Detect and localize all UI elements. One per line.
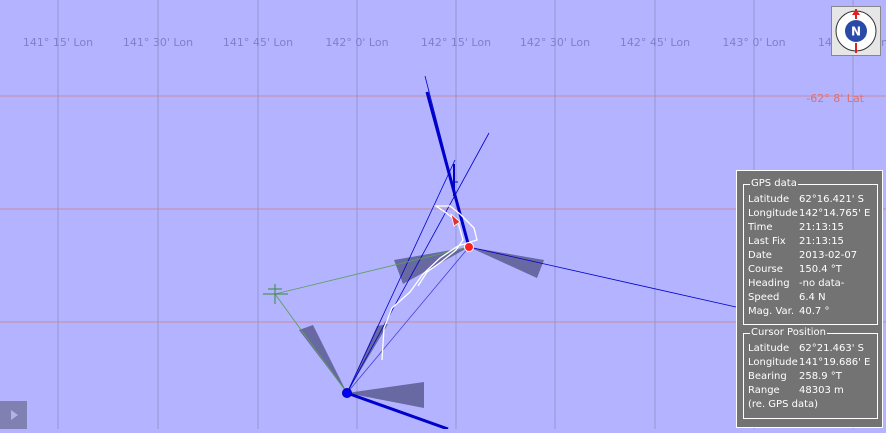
- cursor-value: 141°19.686' E: [799, 357, 871, 368]
- bearing-lines: [346, 75, 737, 429]
- sector-own-east: [469, 247, 544, 278]
- lon-label: 141° 15' Lon: [23, 36, 93, 49]
- heading-line-thin: [424, 75, 470, 248]
- gps-value: 6.4 N: [799, 292, 826, 303]
- compass-button[interactable]: N: [831, 6, 881, 56]
- gps-value: 150.4 °T: [799, 264, 842, 275]
- gps-row: Date 2013-02-07: [748, 249, 875, 263]
- gps-value: 62°16.421' S: [799, 194, 864, 205]
- cursor-bearing-line: [274, 246, 470, 295]
- cross-line-2: [346, 132, 490, 394]
- gps-label: Latitude: [748, 194, 790, 205]
- cursor-crosshair-icon: [263, 284, 288, 304]
- play-arrow-icon: [11, 410, 18, 420]
- gps-value: 2013-02-07: [799, 250, 858, 261]
- gps-label: Speed: [748, 292, 780, 303]
- gps-row: Course 150.4 °T: [748, 263, 875, 277]
- gps-label: Last Fix: [748, 236, 786, 247]
- lon-label: 142° 45' Lon: [620, 36, 690, 49]
- gps-value: 40.7 °: [799, 306, 830, 317]
- compass-north-icon: N: [835, 9, 877, 53]
- gps-row: Last Fix 21:13:15: [748, 235, 875, 249]
- cursor-row: Longitude141°19.686' E: [748, 356, 875, 370]
- cursor-label: Bearing: [748, 371, 787, 382]
- bearing-to-target: [346, 246, 470, 394]
- gps-data-group: GPS data Latitude 62°16.421' S Longitude14…: [743, 177, 878, 325]
- gps-row: Time 21:13:15: [748, 221, 875, 235]
- cursor-group: [263, 246, 470, 394]
- gps-label: Time: [748, 222, 773, 233]
- lat-label: -62° 8' Lat: [806, 92, 864, 105]
- target-heading-line: [346, 391, 449, 429]
- range-line: [468, 246, 737, 308]
- gps-label: Longitude: [748, 208, 798, 219]
- lon-label: 141° 45' Lon: [223, 36, 293, 49]
- gps-value: 21:13:15: [799, 222, 844, 233]
- gps-label: Heading: [748, 278, 790, 289]
- expand-button[interactable]: [0, 401, 27, 429]
- lon-label: 142° 0' Lon: [325, 36, 388, 49]
- gps-value: -no data-: [799, 278, 845, 289]
- sector-target-ne: [347, 324, 388, 393]
- cursor-position-title: Cursor Position: [750, 326, 827, 340]
- own-position-dot[interactable]: [464, 242, 474, 252]
- lon-label: 143° 0' Lon: [722, 36, 785, 49]
- cursor-row: Range 48303 m: [748, 384, 875, 398]
- gps-row: Latitude 62°16.421' S: [748, 193, 875, 207]
- vessel-icon: [450, 212, 461, 227]
- lon-label: 142° 15' Lon: [421, 36, 491, 49]
- gps-data-title: GPS data: [750, 177, 798, 191]
- lon-label: 142° 30' Lon: [520, 36, 590, 49]
- cursor-value: 62°21.463' S: [799, 343, 864, 354]
- gps-label: Date: [748, 250, 772, 261]
- cursor-label: Range: [748, 385, 780, 396]
- gps-track: [381, 205, 478, 361]
- gps-row: Speed 6.4 N: [748, 291, 875, 305]
- cursor-value: 258.9 °T: [799, 371, 842, 382]
- cursor-label: Longitude: [748, 357, 798, 368]
- cursor-label: Latitude: [748, 343, 790, 354]
- target-position-dot[interactable]: [342, 388, 352, 398]
- gps-row: Heading -no data-: [748, 277, 875, 291]
- cross-line-1: [346, 159, 456, 394]
- gps-row: Mag. Var. 40.7 °: [748, 305, 875, 319]
- lon-label: 141° 30' Lon: [123, 36, 193, 49]
- gps-value: 142°14.765' E: [799, 208, 871, 219]
- cursor-note: (re. GPS data): [748, 399, 819, 410]
- cursor-value: 48303 m: [799, 385, 844, 396]
- vessel-marker: [450, 164, 461, 227]
- gps-label: Mag. Var.: [748, 306, 795, 317]
- cursor-position-group: Cursor Position Latitude 62°21.463' S Long…: [743, 326, 878, 419]
- cursor-to-target-line: [274, 293, 348, 394]
- gps-value: 21:13:15: [799, 236, 844, 247]
- info-panel: GPS data Latitude 62°16.421' S Longitude14…: [736, 170, 883, 428]
- cursor-row: Latitude 62°21.463' S: [748, 342, 875, 356]
- gps-label: Course: [748, 264, 783, 275]
- gps-row: Longitude142°14.765' E: [748, 207, 875, 221]
- cursor-row: Bearing 258.9 °T: [748, 370, 875, 384]
- sector-target-e: [347, 382, 424, 408]
- compass-letter: N: [851, 25, 861, 39]
